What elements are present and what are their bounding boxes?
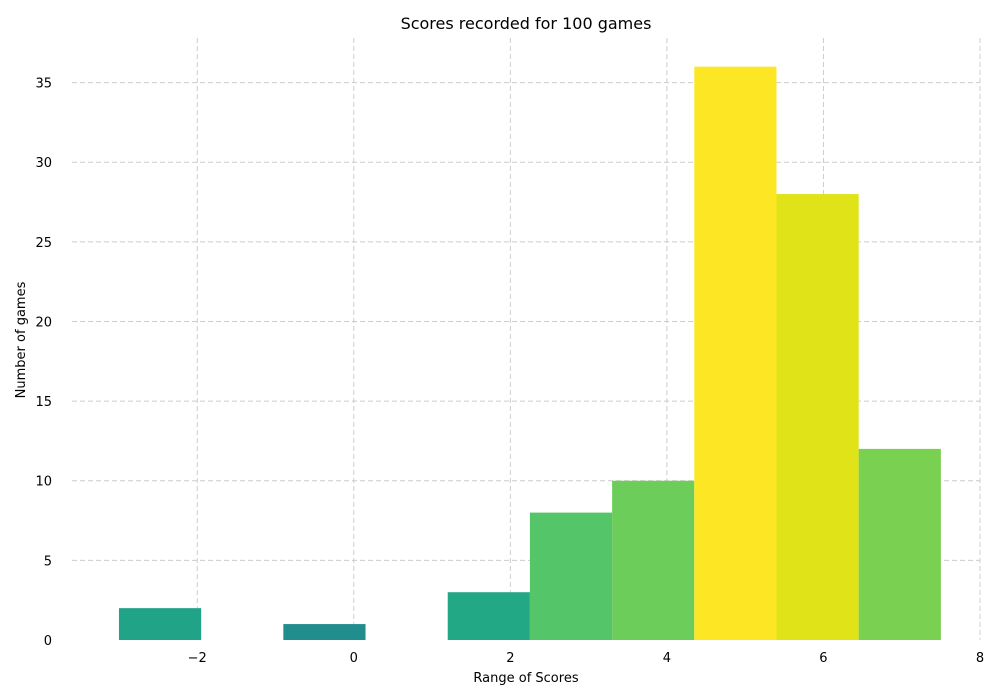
chart-title: Scores recorded for 100 games	[401, 14, 652, 33]
histogram-bar	[776, 194, 859, 640]
y-tick-label: 0	[44, 634, 52, 649]
histogram-bar	[118, 608, 202, 640]
x-tick-label: −2	[188, 651, 207, 666]
histogram-bar	[858, 448, 941, 640]
bars	[118, 66, 941, 640]
histogram-bar	[529, 512, 613, 640]
x-tick-label: 2	[506, 651, 514, 666]
y-tick-label: 20	[35, 315, 52, 330]
y-tick-label: 15	[35, 395, 52, 410]
histogram-bar	[283, 624, 366, 640]
x-tick-labels: −2 0 2 4 6 8	[188, 651, 984, 666]
y-tick-label: 25	[35, 236, 52, 251]
x-tick-label: 8	[976, 651, 984, 666]
y-tick-label: 30	[35, 156, 52, 171]
x-tick-label: 0	[350, 651, 358, 666]
histogram-bar	[447, 592, 530, 640]
y-tick-label: 10	[35, 475, 52, 490]
y-tick-labels: 0 5 10 15 20 25 30 35	[35, 77, 52, 649]
x-tick-label: 6	[819, 651, 827, 666]
x-axis-label: Range of Scores	[473, 671, 578, 686]
histogram-bar	[694, 66, 777, 640]
y-tick-label: 35	[35, 77, 52, 92]
x-tick-label: 4	[663, 651, 671, 666]
y-tick-label: 5	[44, 554, 52, 569]
histogram-bar	[612, 480, 695, 640]
y-axis-label: Number of games	[14, 281, 29, 398]
